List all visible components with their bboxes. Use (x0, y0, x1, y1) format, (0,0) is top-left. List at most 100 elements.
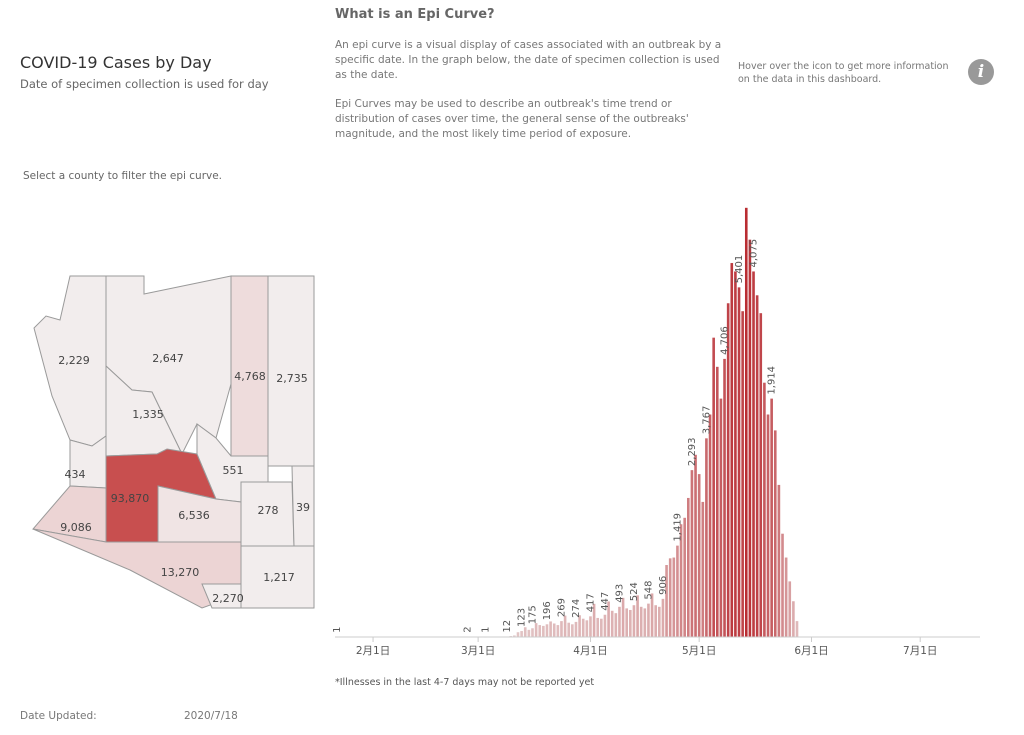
epi-bar[interactable] (672, 557, 676, 637)
epi-bar[interactable] (658, 606, 661, 637)
epi-bar[interactable] (556, 625, 560, 637)
epi-bar[interactable] (549, 621, 552, 638)
epi-bar[interactable] (792, 601, 795, 637)
epi-bar[interactable] (654, 605, 657, 637)
epi-bar[interactable] (614, 613, 618, 637)
epi-bar[interactable] (625, 608, 628, 637)
bar-value-labels: 1 2 1 12 123 175 196 269 274 417 447 493 524 548 9061,… (332, 239, 778, 633)
epi-bar[interactable] (589, 616, 592, 637)
epi-bar[interactable] (679, 524, 683, 637)
epi-bar[interactable] (563, 615, 567, 637)
epi-bar[interactable] (520, 631, 523, 637)
epi-bar[interactable] (603, 614, 607, 637)
epi-bar[interactable] (759, 313, 763, 637)
info-icon[interactable]: i (968, 59, 994, 85)
epi-bar[interactable] (647, 603, 650, 638)
epi-bar[interactable] (629, 609, 632, 637)
epi-bar[interactable] (643, 608, 647, 637)
bar-value-label: 447 (600, 592, 611, 611)
x-tick-label: 7月1日 (903, 645, 937, 657)
epi-curve-description: An epi curve is a visual display of case… (335, 39, 722, 81)
county-label-navajo: 4,768 (234, 370, 266, 383)
epi-bar[interactable] (770, 398, 773, 637)
epi-bar[interactable] (697, 474, 701, 637)
date-updated-label: Date Updated: (20, 710, 97, 722)
epi-bar[interactable] (545, 624, 549, 637)
epi-bar[interactable] (618, 606, 621, 637)
epi-bar[interactable] (596, 617, 600, 637)
epi-bar[interactable] (552, 623, 556, 637)
epi-bar[interactable] (795, 621, 799, 637)
epi-bar[interactable] (567, 622, 571, 637)
epi-curve-bars (335, 207, 799, 638)
epi-bar[interactable] (665, 565, 668, 637)
epi-bar[interactable] (715, 366, 719, 637)
epi-curve-usage-note: Epi Curves may be used to describe an ou… (335, 98, 689, 140)
epi-bar[interactable] (538, 625, 542, 637)
epi-bar[interactable] (723, 358, 726, 638)
epi-bar[interactable] (784, 557, 788, 637)
epi-bar[interactable] (516, 632, 520, 637)
epi-bar[interactable] (748, 239, 752, 637)
epi-bar[interactable] (719, 398, 723, 637)
county-label-maricopa: 93,870 (111, 492, 150, 505)
epi-bar[interactable] (592, 603, 596, 637)
dashboard-title: COVID-19 Cases by Day (20, 53, 212, 72)
epi-bar[interactable] (578, 615, 581, 637)
epi-bar[interactable] (534, 623, 538, 637)
bar-value-label: 123 (517, 608, 528, 627)
bar-value-label: 274 (571, 599, 582, 618)
epi-bar[interactable] (726, 303, 730, 637)
epi-bar[interactable] (781, 533, 784, 637)
epi-bar[interactable] (708, 414, 712, 638)
epi-bar[interactable] (683, 517, 686, 637)
epi-bar[interactable] (705, 438, 708, 637)
epi-bar[interactable] (650, 593, 654, 637)
county-apache[interactable] (267, 275, 315, 467)
x-tick-label: 2月1日 (356, 645, 390, 657)
bar-value-label: 196 (542, 601, 553, 620)
county-label-apache: 2,735 (276, 372, 308, 385)
epi-bar[interactable] (610, 610, 614, 637)
map-filter-instruction: Select a county to filter the epi curve. (23, 170, 223, 182)
epi-bar[interactable] (621, 597, 625, 637)
epi-bar[interactable] (585, 620, 589, 637)
epi-bar[interactable] (734, 271, 737, 637)
epi-bar[interactable] (531, 628, 534, 637)
epi-bar[interactable] (661, 598, 665, 637)
epi-bar[interactable] (788, 581, 792, 638)
county-cochise[interactable] (240, 545, 315, 609)
epi-bar[interactable] (607, 601, 610, 637)
epi-bar[interactable] (581, 618, 585, 637)
epi-bar[interactable] (777, 484, 781, 637)
epi-bar[interactable] (701, 501, 705, 637)
epi-bar[interactable] (571, 624, 574, 637)
epi-bar[interactable] (752, 271, 755, 637)
epi-bar[interactable] (527, 629, 531, 637)
epi-bar[interactable] (737, 287, 741, 637)
epi-bar[interactable] (730, 263, 734, 637)
county-navajo[interactable] (230, 275, 269, 457)
epi-bar[interactable] (763, 382, 766, 637)
epi-bar[interactable] (690, 470, 694, 638)
epi-bar[interactable] (560, 621, 563, 637)
epi-bar[interactable] (668, 558, 672, 637)
epi-bar[interactable] (574, 621, 578, 637)
epi-bar[interactable] (513, 635, 516, 637)
epi-bar[interactable] (712, 337, 715, 637)
epi-bar[interactable] (639, 606, 643, 637)
epi-bar[interactable] (741, 311, 744, 637)
epi-bar[interactable] (632, 605, 636, 637)
epi-bar[interactable] (600, 618, 603, 637)
bar-value-label: 548 (643, 581, 654, 600)
epi-bar[interactable] (542, 625, 545, 638)
epi-bar[interactable] (636, 595, 639, 637)
epi-bar[interactable] (744, 207, 748, 637)
epi-bar[interactable] (694, 454, 697, 637)
epi-bar[interactable] (766, 414, 770, 638)
epi-bar[interactable] (687, 497, 690, 637)
epi-bar[interactable] (523, 627, 527, 637)
epi-bar[interactable] (676, 545, 679, 637)
epi-bar[interactable] (755, 295, 759, 637)
epi-bar[interactable] (773, 430, 777, 637)
